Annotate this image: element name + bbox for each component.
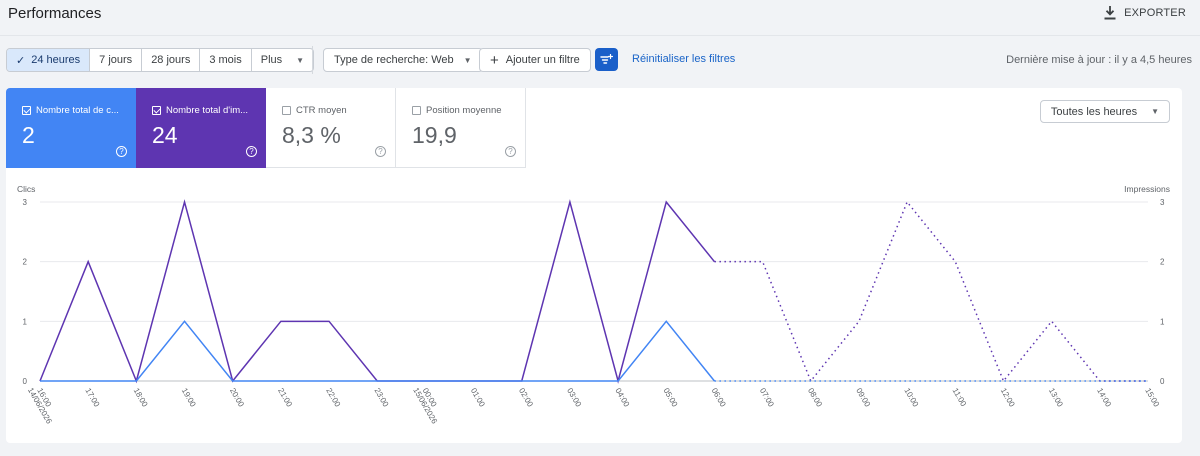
checkbox-icon: [282, 106, 291, 115]
metric-value: 24: [152, 122, 178, 148]
checkbox-icon: [412, 106, 421, 115]
x-tick-label: 18:00: [132, 387, 150, 409]
metric-card-impressions[interactable]: Nombre total d'im... 24 ?: [136, 88, 266, 168]
plus-icon: +: [490, 51, 499, 69]
metric-label: Nombre total de c...: [36, 105, 119, 116]
download-icon: [1104, 6, 1116, 20]
export-label: EXPORTER: [1124, 7, 1186, 19]
date-range-label: 28 jours: [151, 54, 191, 66]
metric-value: 19,9: [412, 122, 457, 148]
x-tick-label: 16:0014/06/2026: [26, 382, 61, 426]
y-axis-right-title: Impressions: [1124, 184, 1170, 194]
y-tick-label-right: 3: [1160, 198, 1165, 207]
filter-options-button[interactable]: [595, 48, 618, 71]
check-icon: ✓: [16, 54, 26, 67]
metric-label: CTR moyen: [296, 105, 347, 116]
metric-value: 2: [22, 122, 35, 148]
help-icon[interactable]: ?: [246, 146, 257, 157]
help-icon[interactable]: ?: [375, 146, 386, 157]
checkbox-icon: [152, 106, 161, 115]
performance-card: Nombre total de c... 2 ? Nombre total d'…: [6, 88, 1182, 443]
series-line-clicks: [40, 320, 716, 382]
x-tick-label: 19:00: [180, 387, 198, 409]
search-type-dropdown[interactable]: Type de recherche: Web ▼: [323, 48, 483, 72]
x-tick-label: 00:0015/06/2026: [411, 382, 446, 426]
filter-lines-icon: [600, 54, 613, 64]
y-tick-label-right: 1: [1160, 317, 1165, 326]
metric-card-ctr[interactable]: CTR moyen 8,3 % ?: [266, 88, 396, 168]
filter-bar: ✓ 24 heures 7 jours 28 jours 3 mois Plus…: [0, 46, 1200, 74]
y-tick-label-left: 2: [23, 258, 28, 267]
caret-down-icon: ▼: [1151, 107, 1159, 116]
y-tick-label-left: 3: [23, 198, 28, 207]
series-line-impressions-partial: [714, 200, 1148, 383]
hours-dropdown[interactable]: Toutes les heures ▼: [1039, 100, 1170, 123]
x-tick-label: 20:00: [228, 387, 246, 409]
y-tick-label-left: 0: [23, 377, 28, 386]
metric-card-clicks[interactable]: Nombre total de c... 2 ?: [6, 88, 136, 168]
x-tick-label: 05:00: [662, 387, 680, 409]
date-range-selector: ✓ 24 heures 7 jours 28 jours 3 mois Plus…: [6, 48, 315, 72]
add-filter-button[interactable]: + Ajouter un filtre: [479, 48, 591, 72]
x-tick-label: 04:00: [613, 387, 631, 409]
divider: [312, 46, 313, 74]
metric-label-row: Nombre total de c...: [22, 105, 119, 116]
x-tick-label: 22:00: [324, 387, 342, 409]
y-tick-label-right: 2: [1160, 258, 1165, 267]
date-range-28d[interactable]: 28 jours: [142, 49, 201, 71]
caret-down-icon: ▼: [463, 55, 472, 65]
top-bar: Performances EXPORTER: [0, 0, 1200, 36]
x-tick-label: 21:00: [276, 387, 294, 409]
date-range-24h[interactable]: ✓ 24 heures: [7, 49, 91, 71]
date-range-more[interactable]: Plus ▼: [252, 49, 313, 71]
x-tick-label: 12:00: [999, 387, 1017, 409]
date-range-label: 7 jours: [99, 54, 133, 66]
export-button[interactable]: EXPORTER: [1104, 6, 1186, 20]
reset-filters-link[interactable]: Réinitialiser les filtres: [632, 53, 736, 65]
last-update-text: Dernière mise à jour : il y a 4,5 heures: [1006, 54, 1192, 66]
x-tick-label: 11:00: [951, 387, 969, 409]
date-range-label: Plus: [260, 54, 283, 66]
x-tick-label: 14:00: [1095, 387, 1113, 409]
x-tick-label: 01:00: [469, 387, 487, 409]
date-range-7d[interactable]: 7 jours: [90, 49, 143, 71]
x-tick-label: 03:00: [565, 387, 583, 409]
x-tick-label: 10:00: [902, 387, 920, 409]
add-filter-label: Ajouter un filtre: [505, 54, 580, 66]
search-type-label: Type de recherche: Web: [334, 54, 454, 66]
series-line-impressions: [39, 199, 716, 384]
page-title: Performances: [8, 5, 102, 22]
metric-label-row: CTR moyen: [282, 105, 347, 116]
metric-value: 8,3 %: [282, 122, 341, 148]
x-tick-label: 08:00: [806, 387, 824, 409]
x-tick-label: 07:00: [758, 387, 776, 409]
hours-dropdown-label: Toutes les heures: [1050, 105, 1138, 118]
y-axis-left-title: Clics: [17, 184, 35, 194]
x-tick-label: 02:00: [517, 387, 535, 409]
y-tick-label-left: 1: [23, 317, 28, 326]
metric-label-row: Nombre total d'im...: [152, 105, 248, 116]
metric-card-position[interactable]: Position moyenne 19,9 ?: [396, 88, 526, 168]
x-tick-label: 15:00: [1143, 387, 1161, 409]
date-range-label: 3 mois: [209, 54, 242, 66]
help-icon[interactable]: ?: [116, 146, 127, 157]
metric-label: Nombre total d'im...: [166, 105, 249, 116]
metric-label-row: Position moyenne: [412, 105, 502, 116]
date-range-3m[interactable]: 3 mois: [200, 49, 252, 71]
metric-label: Position moyenne: [426, 105, 502, 116]
checkbox-icon: [22, 106, 31, 115]
performance-chart: Clics Impressions 0 0 1 1 2 2 3 3 16:0014/06/2026 1…: [17, 184, 1170, 426]
caret-down-icon: ▼: [296, 55, 305, 65]
x-tick-label: 09:00: [854, 387, 872, 409]
help-icon[interactable]: ?: [505, 146, 516, 157]
x-tick-label: 06:00: [710, 387, 728, 409]
x-tick-label: 23:00: [372, 387, 390, 409]
x-tick-label: 13:00: [1047, 387, 1065, 409]
y-tick-label-right: 0: [1160, 377, 1165, 386]
date-range-label: 24 heures: [31, 54, 81, 66]
x-tick-label: 17:00: [83, 387, 101, 409]
